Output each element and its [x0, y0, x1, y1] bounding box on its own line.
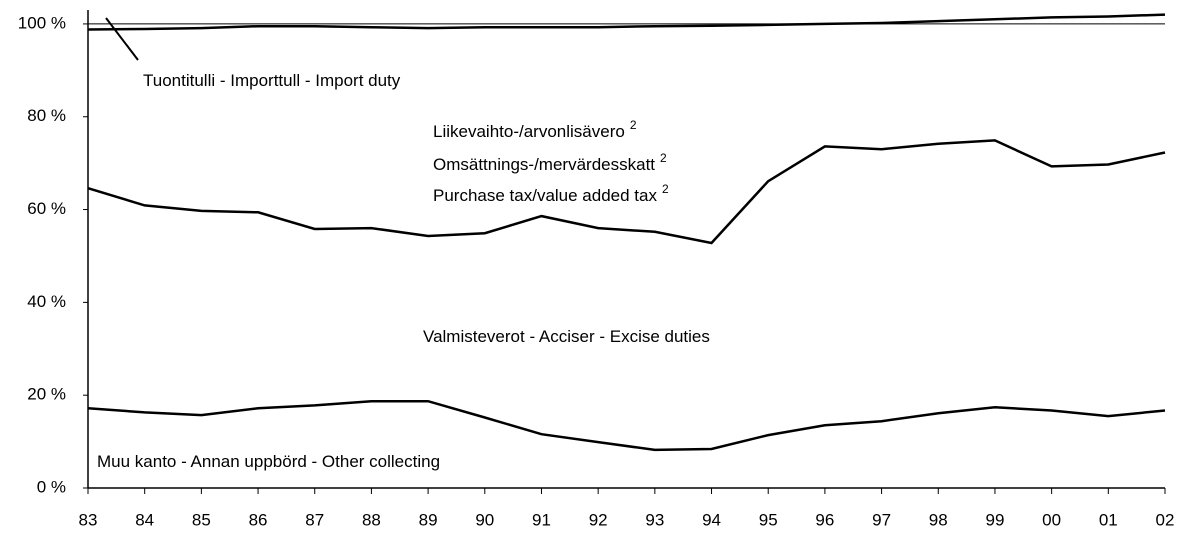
- y-tick-label: 0 %: [37, 477, 66, 496]
- annotation: Purchase tax/value added tax 2: [433, 182, 669, 205]
- x-tick-label: 89: [419, 510, 438, 529]
- annotation-text: Muu kanto - Annan uppbörd - Other collec…: [97, 452, 440, 471]
- annotation-note: 2: [662, 182, 669, 196]
- x-tick-label: 01: [1099, 510, 1118, 529]
- x-tick-label: 84: [135, 510, 154, 529]
- annotation-text: Omsättnings-/mervärdesskatt: [433, 155, 655, 174]
- y-tick-label: 80 %: [27, 106, 66, 125]
- x-tick-label: 87: [305, 510, 324, 529]
- annotation-text: Purchase tax/value added tax: [433, 186, 657, 205]
- annotation-text: Liikevaihto-/arvonlisävero: [433, 122, 625, 141]
- series-line: [87, 399, 1166, 452]
- x-tick-label: 90: [475, 510, 494, 529]
- annotation-text: Tuontitulli - Importtull - Import duty: [143, 71, 401, 90]
- x-tick-label: 00: [1042, 510, 1061, 529]
- y-tick-label: 20 %: [27, 385, 66, 404]
- x-tick-label: 94: [702, 510, 721, 529]
- x-tick-label: 99: [985, 510, 1004, 529]
- series-line: [87, 139, 1166, 245]
- y-tick-label: 60 %: [27, 199, 66, 218]
- x-tick-label: 86: [249, 510, 268, 529]
- x-tick-label: 97: [872, 510, 891, 529]
- x-tick-label: 92: [589, 510, 608, 529]
- x-tick-label: 02: [1156, 510, 1175, 529]
- annotation: Valmisteverot - Acciser - Excise duties: [423, 327, 710, 346]
- annotation-note: 2: [630, 118, 637, 132]
- x-tick-label: 91: [532, 510, 551, 529]
- x-tick-label: 88: [362, 510, 381, 529]
- x-tick-label: 93: [645, 510, 664, 529]
- annotation: Muu kanto - Annan uppbörd - Other collec…: [97, 452, 440, 471]
- x-tick-label: 98: [929, 510, 948, 529]
- x-tick-label: 85: [192, 510, 211, 529]
- y-tick-label: 40 %: [27, 292, 66, 311]
- leader-line: [105, 17, 139, 61]
- annotation: Tuontitulli - Importtull - Import duty: [143, 71, 401, 90]
- series-line: [87, 13, 1166, 31]
- x-tick-label: 83: [79, 510, 98, 529]
- y-tick-label: 100 %: [18, 13, 66, 32]
- annotation-text: Valmisteverot - Acciser - Excise duties: [423, 327, 710, 346]
- annotation: Omsättnings-/mervärdesskatt 2: [433, 151, 667, 174]
- x-tick-label: 95: [759, 510, 778, 529]
- x-tick-label: 96: [815, 510, 834, 529]
- annotation-note: 2: [660, 151, 667, 165]
- annotation: Liikevaihto-/arvonlisävero 2: [433, 118, 637, 141]
